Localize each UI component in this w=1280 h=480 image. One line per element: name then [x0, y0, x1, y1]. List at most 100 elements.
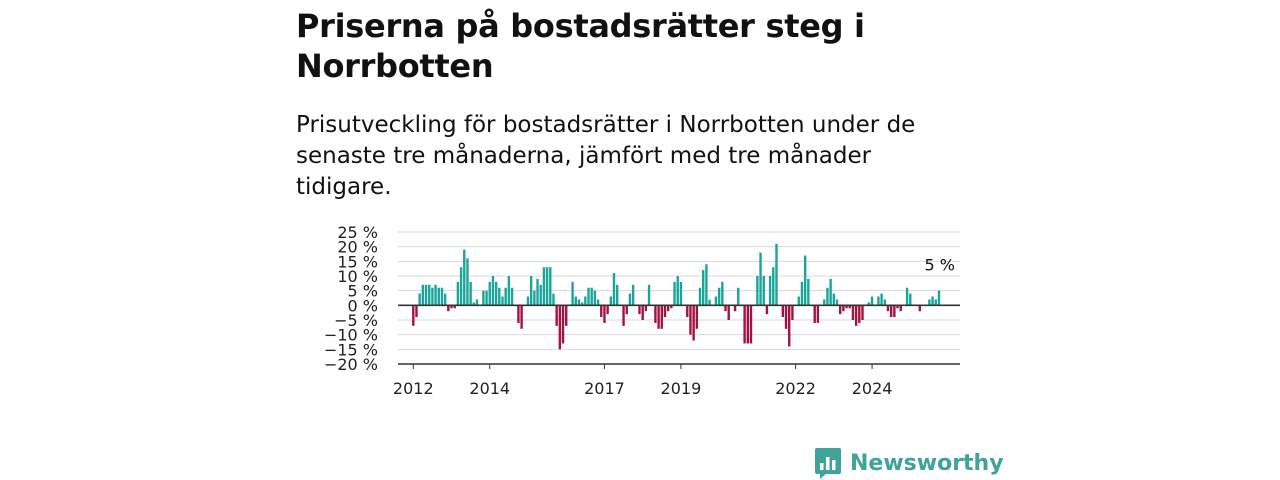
bar — [533, 290, 536, 306]
bar — [577, 299, 581, 306]
bar — [600, 305, 603, 318]
bar — [580, 302, 584, 306]
bar — [689, 305, 692, 335]
bar — [590, 287, 593, 306]
bar — [727, 305, 730, 320]
bar — [443, 293, 447, 306]
bar — [555, 305, 558, 326]
bar — [896, 305, 899, 309]
bar — [657, 305, 660, 329]
bar — [702, 270, 705, 306]
bar — [596, 299, 600, 306]
bar — [549, 267, 552, 306]
bar — [775, 243, 778, 306]
bar — [721, 281, 724, 306]
bar — [737, 287, 740, 306]
bar — [456, 281, 460, 306]
bar — [832, 293, 836, 306]
bar — [826, 287, 829, 306]
bar — [638, 305, 641, 315]
x-tick-label: 2017 — [584, 379, 625, 398]
bar — [606, 305, 609, 315]
y-tick-label: 5 % — [348, 282, 378, 301]
bar — [526, 296, 530, 306]
bar — [424, 284, 428, 306]
bar — [877, 296, 880, 306]
bar — [816, 305, 820, 323]
bar — [842, 305, 845, 312]
bar — [491, 276, 495, 306]
bar — [510, 287, 514, 306]
bar — [412, 305, 415, 326]
bar — [679, 281, 683, 306]
bar — [472, 302, 476, 306]
bar — [459, 267, 463, 306]
bar — [520, 305, 523, 329]
bar — [724, 305, 727, 312]
bar — [937, 290, 941, 306]
bar — [899, 305, 902, 312]
bar — [839, 305, 842, 315]
bar — [625, 305, 628, 315]
bar — [437, 287, 440, 306]
bar — [644, 305, 648, 312]
bar — [517, 305, 520, 323]
bar — [453, 305, 456, 309]
header: Priserna på bostadsrätter steg i Norrbot… — [296, 6, 996, 203]
bar — [768, 276, 772, 306]
bar — [880, 293, 883, 306]
bar — [631, 284, 635, 306]
bar — [676, 276, 679, 306]
bar — [918, 305, 922, 312]
bar — [552, 293, 555, 306]
x-tick-label: 2019 — [661, 379, 702, 398]
bar — [823, 299, 826, 306]
bar — [475, 299, 479, 306]
bar — [593, 290, 597, 306]
newsworthy-brand[interactable]: Newsworthy — [814, 446, 1004, 480]
bar — [587, 287, 590, 306]
bar — [507, 276, 511, 306]
bar — [545, 267, 549, 306]
bar — [934, 299, 937, 306]
bar — [886, 305, 890, 312]
y-tick-label: −20 % — [324, 355, 378, 374]
bar — [469, 281, 472, 306]
y-axis-labels: 25 %20 %15 %10 %5 %0 %−5 %−10 %−15 %−20 … — [324, 223, 378, 374]
bar — [466, 258, 469, 306]
bar — [628, 293, 632, 306]
bar — [772, 267, 775, 306]
bar — [529, 276, 533, 306]
bar — [756, 276, 759, 306]
bar — [434, 284, 437, 306]
bar — [482, 290, 485, 306]
bar — [622, 305, 625, 326]
bar — [415, 305, 418, 318]
x-tick-label: 2014 — [469, 379, 510, 398]
bar — [666, 305, 670, 312]
bar — [447, 305, 450, 312]
bar — [603, 305, 606, 323]
bar — [851, 305, 855, 320]
bar — [615, 284, 619, 306]
bar — [571, 281, 574, 306]
bar — [663, 305, 667, 318]
bar — [485, 290, 488, 306]
bar — [714, 296, 718, 306]
bar — [574, 296, 577, 306]
bar — [418, 293, 421, 306]
bar — [539, 284, 542, 306]
bar — [641, 305, 644, 320]
bar — [807, 278, 810, 306]
y-tick-label: −5 % — [334, 311, 378, 330]
y-tick-label: 10 % — [337, 267, 378, 286]
bar — [698, 287, 702, 306]
bar — [498, 287, 501, 306]
bar — [905, 287, 909, 306]
bar — [565, 305, 568, 326]
y-tick-label: 15 % — [337, 252, 378, 271]
bar — [791, 305, 794, 320]
bar — [883, 299, 886, 306]
x-tick-label: 2022 — [775, 379, 816, 398]
bar — [431, 287, 434, 306]
